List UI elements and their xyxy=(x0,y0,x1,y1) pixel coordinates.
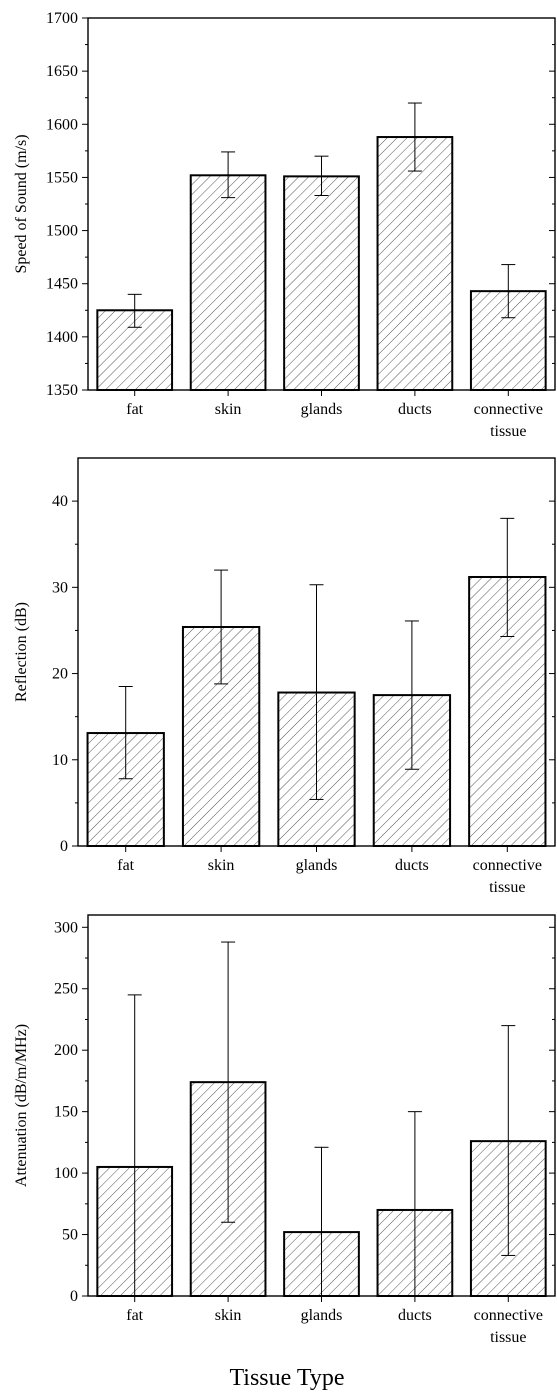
x-tick-label: fat xyxy=(126,1307,143,1324)
x-tick-label: skin xyxy=(215,1307,242,1324)
x-tick-label: fat xyxy=(126,401,143,418)
x-tick-label: skin xyxy=(215,401,242,418)
y-tick-label: 50 xyxy=(62,1227,78,1244)
y-tick-label: 150 xyxy=(54,1104,78,1121)
y-tick-label: 1650 xyxy=(46,63,78,80)
y-tick-label: 1350 xyxy=(46,382,78,399)
y-tick-label: 200 xyxy=(54,1042,78,1059)
x-tick-label: connective xyxy=(473,857,542,874)
x-tick-label: skin xyxy=(208,857,235,874)
y-axis-title: Attenuation (dB/m/MHz) xyxy=(13,1024,30,1187)
plot-frame xyxy=(87,914,556,1297)
y-tick-label: 300 xyxy=(54,919,78,936)
y-tick-label: 20 xyxy=(52,666,68,683)
y-tick-label: 1500 xyxy=(46,223,78,240)
y-tick-label: 1550 xyxy=(46,169,78,186)
x-tick-label: ducts xyxy=(395,857,429,874)
x-tick-label: connective xyxy=(474,401,543,418)
y-axis-title: Speed of Sound (m/s) xyxy=(13,134,30,273)
x-tick-label: fat xyxy=(117,857,134,874)
y-tick-label: 10 xyxy=(52,752,68,769)
x-tick-label: ducts xyxy=(398,401,432,418)
y-tick-label: 250 xyxy=(54,981,78,998)
y-tick-label: 100 xyxy=(54,1165,78,1182)
y-tick-label: 1600 xyxy=(46,116,78,133)
y-tick-label: 0 xyxy=(70,1288,78,1305)
y-tick-label: 40 xyxy=(52,493,68,510)
y-tick-label: 0 xyxy=(60,838,68,855)
y-tick-label: 30 xyxy=(52,579,68,596)
bar xyxy=(283,175,360,391)
x-tick-label: glands xyxy=(296,857,338,874)
plot-frame xyxy=(77,457,556,847)
x-tick-label: tissue xyxy=(490,1329,526,1346)
y-axis-title: Reflection (dB) xyxy=(13,602,30,702)
y-tick-label: 1400 xyxy=(46,329,78,346)
x-tick-label: tissue xyxy=(489,879,525,896)
x-tick-label: connective xyxy=(474,1307,543,1324)
y-tick-label: 1700 xyxy=(46,10,78,27)
x-tick-label: glands xyxy=(301,1307,343,1324)
x-tick-label: ducts xyxy=(398,1307,432,1324)
bar xyxy=(376,136,454,391)
bar xyxy=(189,174,267,391)
x-tick-label: tissue xyxy=(490,423,526,440)
x-tick-label: glands xyxy=(301,401,343,418)
x-axis-title: Tissue Type xyxy=(229,1365,344,1391)
y-tick-label: 1450 xyxy=(46,276,78,293)
